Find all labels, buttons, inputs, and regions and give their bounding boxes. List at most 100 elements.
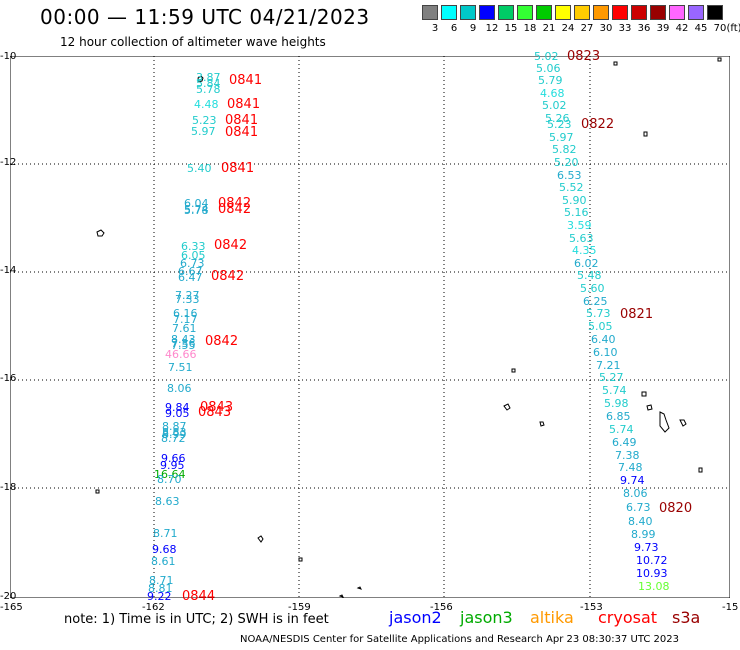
wave-height-value: 5.84 [196,77,221,90]
wave-height-value: 46.66 [165,348,197,361]
wave-height-value: 6.85 [606,410,631,423]
wave-height-value: 5.16 [564,206,589,219]
wave-height-value: 9.22 [147,590,172,603]
pass-time-label: 0842 [205,334,239,349]
island-shape [298,557,303,562]
wave-height-value: 5.20 [554,156,579,169]
wave-height-value: 7.21 [596,359,621,372]
wave-height-value: 5.78 [184,204,209,217]
island-shape [679,419,687,427]
wave-height-value: 8.06 [167,382,192,395]
wave-height-value: 3.59 [567,219,592,232]
x-tick-label: -15 [722,602,739,613]
legend-label: 18 [523,23,537,34]
wave-height-value: 8.72 [161,432,186,445]
wave-height-value: 9.74 [620,474,645,487]
wave-height-value: 6.53 [557,169,582,182]
pass-time-label: 0843 [200,400,234,415]
wave-height-value: 5.74 [609,423,634,436]
wave-height-value: 5.23 [547,118,572,131]
wave-height-value: 5.78 [196,83,221,96]
island-shape [717,57,722,62]
page-subtitle: 12 hour collection of altimeter wave hei… [60,35,326,49]
legend-swatch [517,5,533,20]
island-shape [338,594,344,598]
wave-height-value: 9.95 [160,459,185,472]
wave-height-value: 5.74 [184,203,209,216]
legend-swatch [707,5,723,20]
legend-swatch [555,5,571,20]
wave-height-value: 5.97 [191,125,216,138]
legend-label: 9 [469,23,477,34]
island-shape [698,467,703,473]
wave-height-value: 10.72 [636,554,668,567]
wave-height-value: 9.66 [161,452,186,465]
legend-label: 39 [656,23,670,34]
wave-height-value: 6.25 [583,295,608,308]
legend-swatch [441,5,457,20]
wave-height-value: 5.48 [577,269,602,282]
y-tick-label: -12 [0,157,17,168]
wave-height-value: 6.16 [173,307,198,320]
legend-label: 45 [694,23,708,34]
pass-time-label: 0843 [198,405,232,420]
island-shape [643,131,648,137]
wave-height-value: 6.73 [180,257,205,270]
legend-swatch [422,5,438,20]
legend-label: 15 [504,23,518,34]
wave-height-value: 8.81 [148,582,173,595]
legend-swatch [669,5,685,20]
wave-height-value: 8.43 [171,333,196,346]
wave-height-value: 16.64 [154,468,186,481]
legend-swatch [612,5,628,20]
legend-swatch [574,5,590,20]
wave-height-value: 4.35 [572,244,597,257]
wave-height-value: 7.27 [175,289,200,302]
wave-height-value: 8.99 [631,528,656,541]
legend-label: 24 [561,23,575,34]
island-shape [613,61,618,66]
pass-time-label: 0820 [659,501,693,516]
satellite-name: cryosat [598,608,658,627]
wave-height-value: 9.73 [634,541,659,554]
wave-height-value: 5.73 [586,307,611,320]
wave-height-value: 5.23 [192,114,217,127]
legend-swatch [593,5,609,20]
wave-height-value: 3.87 [196,71,221,84]
wave-height-value: 5.82 [552,143,577,156]
y-tick-label: -14 [0,265,17,276]
wave-height-value: 6.73 [626,501,651,514]
island-shape [257,535,264,543]
x-tick-label: -156 [430,602,453,613]
wave-height-value: 7.36 [171,337,196,350]
wave-height-value: 6.49 [612,436,637,449]
legend-label: 21 [542,23,556,34]
wave-height-value: 7.33 [175,293,200,306]
wave-height-value: 5.98 [604,397,629,410]
wave-height-value: 5.52 [559,181,584,194]
pass-time-label: 0841 [227,97,261,112]
legend-label: 30 [599,23,613,34]
wave-height-value: 5.74 [602,384,627,397]
island-shape [539,421,545,427]
wave-height-value: 5.97 [549,131,574,144]
y-tick-label: -10 [0,51,17,62]
pass-time-label: 0823 [567,49,601,64]
wave-height-value: 6.40 [591,333,616,346]
y-tick-label: -16 [0,373,17,384]
wave-height-value: 8.83 [162,426,187,439]
wave-height-value: 4.48 [194,98,219,111]
island-shape [503,403,511,411]
wave-height-value: 10.93 [636,567,668,580]
legend-swatch [460,5,476,20]
wave-height-value: 7.17 [173,313,198,326]
wave-height-value: 8.63 [155,495,180,508]
wave-height-value: 5.06 [536,62,561,75]
legend-swatch [650,5,666,20]
wave-height-value: 6.33 [181,240,206,253]
y-tick-label: -18 [0,482,17,493]
legend-swatch [498,5,514,20]
wave-height-value: 5.26 [545,112,570,125]
legend-unit: (ft) [726,23,740,34]
wave-height-value: 5.79 [538,74,563,87]
